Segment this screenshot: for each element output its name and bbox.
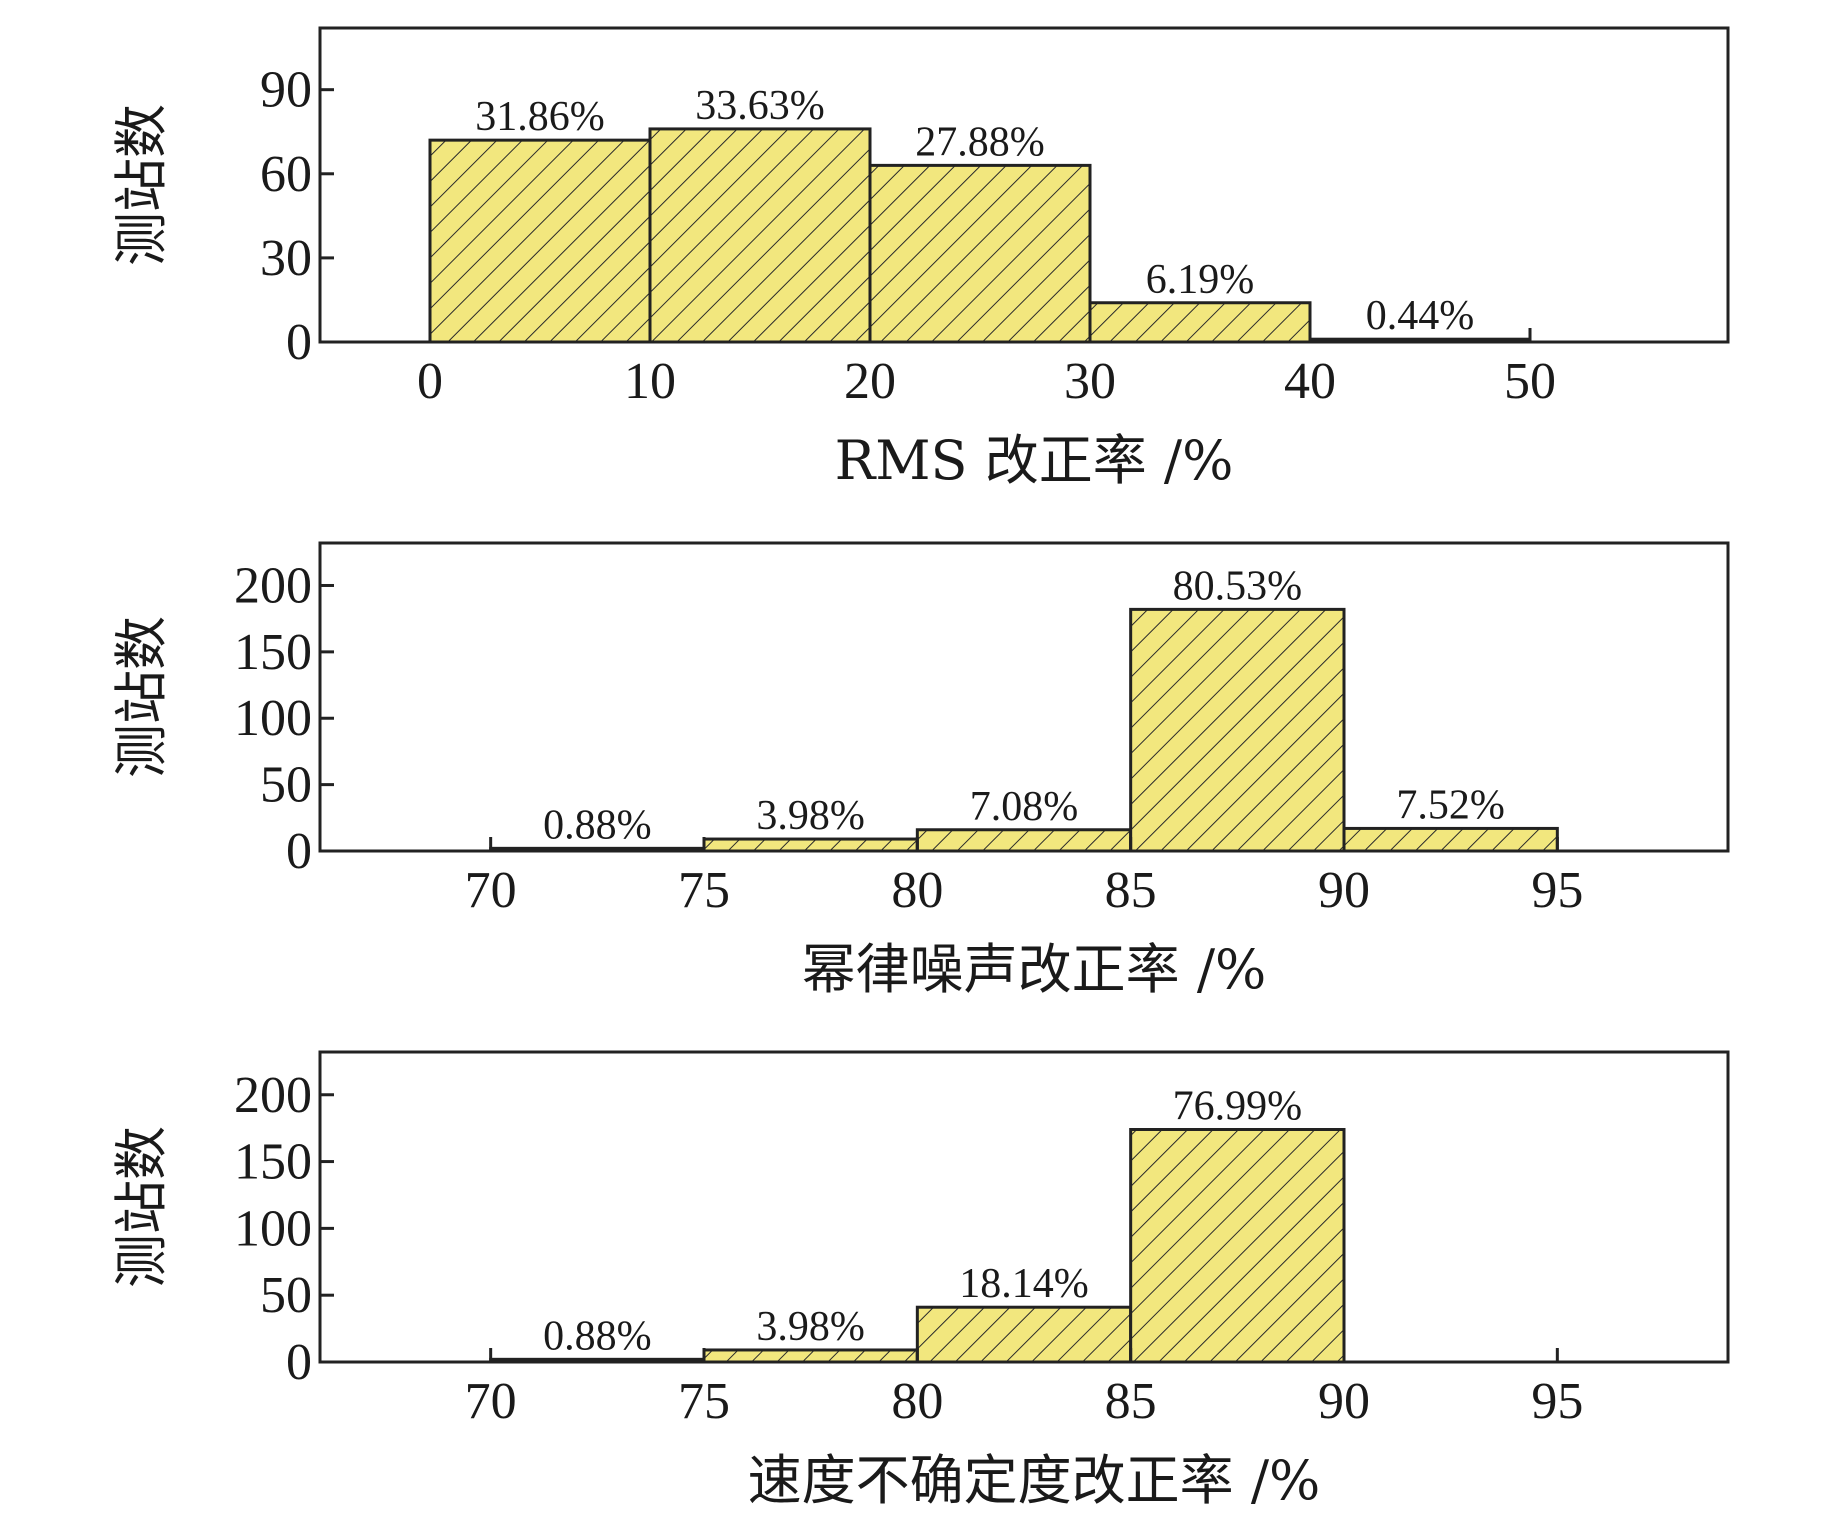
data-label: 3.98% (756, 1304, 865, 1350)
x-tick-label: 70 (465, 862, 517, 919)
chart-panel-2: 0.88% 3.98% 7.08% 80.53% 7.52% 0 50 100 150 200 70… (110, 541, 1730, 1001)
data-label: 76.99% (1173, 1084, 1303, 1130)
y-tick-label: 0 (286, 1334, 312, 1391)
x-tick-label: 30 (1064, 353, 1116, 410)
plot-frame (318, 26, 1730, 344)
y-tick-label: 200 (234, 557, 312, 614)
y-axis-label: 测站数 (110, 1126, 173, 1288)
x-tick-label: 80 (891, 862, 943, 919)
data-label: 80.53% (1173, 563, 1303, 609)
chart-panel-3: 0.88% 3.98% 18.14% 76.99% 0 50 100 150 200 70 75 80… (110, 1050, 1730, 1512)
y-tick-label: 50 (260, 1267, 312, 1324)
data-label: 18.14% (959, 1261, 1089, 1307)
x-tick-label: 95 (1531, 862, 1583, 919)
x-tick-label: 90 (1318, 862, 1370, 919)
data-label: 27.88% (915, 119, 1045, 165)
chart-panel-1: 31.86% 33.63% 27.88% 6.19% 0.44% 0 30 60 90 0 10 20… (110, 26, 1730, 492)
data-label: 3.98% (756, 793, 865, 839)
y-tick-label: 60 (260, 146, 312, 203)
y-tick-label: 90 (260, 62, 312, 119)
data-label: 31.86% (475, 94, 605, 140)
y-tick-label: 150 (234, 624, 312, 681)
bar (915, 1305, 1133, 1364)
data-label: 6.19% (1146, 257, 1255, 303)
x-tick-label: 95 (1531, 1373, 1583, 1430)
bar (1088, 301, 1312, 344)
data-label: 7.08% (970, 784, 1079, 830)
x-tick-label: 75 (678, 1373, 730, 1430)
x-axis-label: 幂律噪声改正率 /% (802, 938, 1267, 1001)
bar (868, 163, 1092, 344)
plot-frame (318, 541, 1730, 853)
bar (1129, 607, 1346, 853)
x-tick-label: 40 (1284, 353, 1336, 410)
x-tick-label: 85 (1105, 862, 1157, 919)
data-label: 7.52% (1396, 782, 1505, 828)
x-tick-label: 20 (844, 353, 896, 410)
y-axis-label: 测站数 (110, 616, 173, 778)
x-tick-label: 90 (1318, 1373, 1370, 1430)
bar (702, 1348, 919, 1364)
y-tick-label: 50 (260, 757, 312, 814)
x-tick-label: 80 (891, 1373, 943, 1430)
bar (428, 138, 652, 344)
x-tick-label: 10 (624, 353, 676, 410)
plot-frame (318, 1050, 1730, 1364)
x-axis-label: 速度不确定度改正率 /% (748, 1449, 1321, 1512)
x-tick-label: 75 (678, 862, 730, 919)
y-axis-label: 测站数 (110, 104, 173, 266)
data-label: 33.63% (695, 83, 825, 129)
bar (648, 127, 872, 344)
y-tick-label: 150 (234, 1134, 312, 1191)
bar (1129, 1128, 1346, 1364)
bar (915, 828, 1133, 853)
bar (1342, 826, 1559, 853)
y-tick-label: 0 (286, 823, 312, 880)
y-tick-label: 100 (234, 690, 312, 747)
x-axis-label: RMS 改正率 /% (835, 429, 1234, 492)
x-tick-label: 85 (1105, 1373, 1157, 1430)
y-tick-label: 100 (234, 1200, 312, 1257)
data-label: 0.88% (543, 802, 652, 848)
data-label: 0.44% (1366, 293, 1475, 339)
x-tick-label: 50 (1504, 353, 1556, 410)
x-tick-label: 0 (417, 353, 443, 410)
y-tick-label: 0 (286, 314, 312, 371)
y-tick-label: 200 (234, 1067, 312, 1124)
x-tick-label: 70 (465, 1373, 517, 1430)
data-label: 0.88% (543, 1313, 652, 1359)
y-tick-label: 30 (260, 230, 312, 287)
bar (702, 837, 919, 853)
